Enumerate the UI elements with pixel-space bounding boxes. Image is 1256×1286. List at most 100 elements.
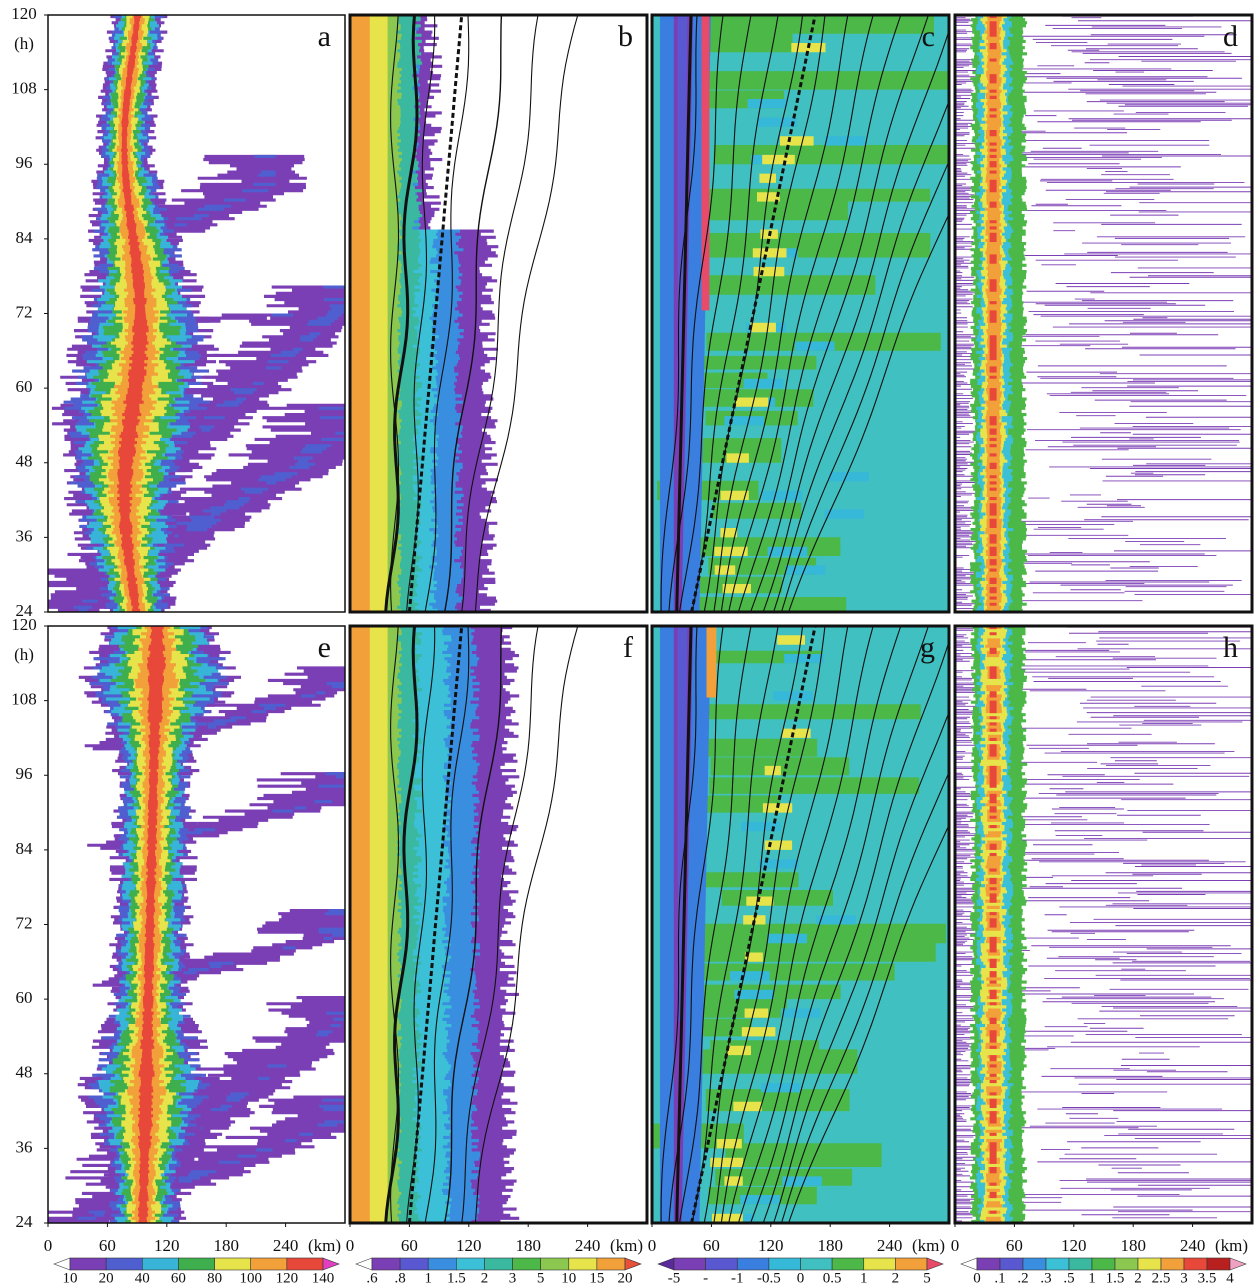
colorbar-segment [597, 1258, 625, 1270]
colorbar-segment [864, 1258, 896, 1270]
colorbar-label: 60 [171, 1270, 186, 1286]
colorbar-label: 2 [892, 1270, 900, 1286]
colorbar-label: 2 [1134, 1270, 1142, 1286]
x-axis-label: (km) [610, 1236, 643, 1255]
colorbar-label: 3 [509, 1270, 517, 1286]
panel-label: a [318, 20, 331, 53]
x-tick-label: 60 [99, 1236, 116, 1255]
colorbar-label: -1 [731, 1270, 744, 1286]
colorbar-segment [1207, 1258, 1230, 1270]
x-tick-label: 60 [703, 1236, 720, 1255]
panel-label: e [318, 631, 331, 664]
colorbar-label: 2 [481, 1270, 489, 1286]
y-axis-label: (h) [14, 34, 34, 53]
y-tick-label: 120 [11, 615, 37, 634]
colorbar-segment [832, 1258, 864, 1270]
field-shading [350, 626, 370, 1223]
x-tick-label: 0 [951, 1236, 960, 1255]
x-axis-label: (km) [912, 1236, 945, 1255]
colorbar-segment [769, 1258, 801, 1270]
x-tick-label: 240 [273, 1236, 299, 1255]
x-tick-label: 60 [1006, 1236, 1023, 1255]
field [33, 626, 380, 1223]
x-tick-label: 240 [877, 1236, 903, 1255]
y-tick-label: 120 [11, 4, 37, 23]
x-tick-label: 120 [456, 1236, 482, 1255]
panel-label: d [1223, 20, 1238, 53]
colorbar-segment [54, 1258, 70, 1270]
x-tick-label: 0 [44, 1236, 53, 1255]
colorbar-segment [1230, 1258, 1246, 1270]
colorbar-label: 1 [860, 1270, 868, 1286]
x-tick-label: 60 [401, 1236, 418, 1255]
x-tick-label: 180 [515, 1236, 541, 1255]
colorbar-segment [251, 1258, 287, 1270]
colorbar-segment [456, 1258, 484, 1270]
field-shading [702, 15, 710, 310]
panel-label: f [623, 631, 633, 664]
colorbar-segment [142, 1258, 178, 1270]
colorbar-segment [706, 1258, 738, 1270]
colorbar-segment [428, 1258, 456, 1270]
colorbar-label: 1 [424, 1270, 432, 1286]
colorbar-segment [323, 1258, 339, 1270]
x-axis-label: (km) [1215, 1236, 1248, 1255]
panel-label: b [618, 20, 633, 53]
x-tick-label: 0 [346, 1236, 355, 1255]
colorbar-segment [1023, 1258, 1046, 1270]
page-body: a24364860728496108120(h)bcde243648607284… [0, 0, 1256, 1286]
colorbar-segment [1138, 1258, 1161, 1270]
colorbar-label: 1.5 [447, 1270, 466, 1286]
y-tick-label: 60 [16, 377, 33, 396]
x-tick-label: 240 [575, 1236, 601, 1255]
colorbar-segment [1092, 1258, 1115, 1270]
field [350, 626, 578, 1223]
field-shading [350, 15, 370, 612]
colorbar-segment [977, 1258, 1000, 1270]
field [652, 15, 1024, 612]
colorbar-label: 1 [1088, 1270, 1096, 1286]
y-tick-label: 60 [16, 988, 33, 1007]
field-shading [707, 626, 717, 698]
colorbar-segment [178, 1258, 214, 1270]
colorbar-label: .5 [1063, 1270, 1074, 1286]
y-tick-label: 84 [16, 839, 34, 858]
colorbar-segment [1046, 1258, 1069, 1270]
x-tick-label: 120 [154, 1236, 180, 1255]
y-tick-label: 84 [16, 228, 34, 247]
colorbar-label: 4 [1226, 1270, 1234, 1286]
x-tick-label: 120 [758, 1236, 784, 1255]
colorbar-segment [569, 1258, 597, 1270]
colorbar-segment [625, 1258, 641, 1270]
panel-label: c [922, 20, 935, 53]
x-tick-label: 240 [1180, 1236, 1206, 1255]
colorbar-label: 40 [135, 1270, 150, 1286]
colorbar-segment [215, 1258, 251, 1270]
y-tick-label: 108 [11, 690, 37, 709]
figure: a24364860728496108120(h)bcde243648607284… [0, 0, 1256, 1286]
colorbar-label: 15 [589, 1270, 604, 1286]
y-axis-label: (h) [14, 645, 34, 664]
colorbar-segment [737, 1258, 769, 1270]
colorbar-label: 80 [207, 1270, 222, 1286]
y-tick-label: 72 [16, 913, 33, 932]
x-tick-label: 120 [1061, 1236, 1087, 1255]
x-tick-label: 180 [817, 1236, 843, 1255]
colorbar-segment [484, 1258, 512, 1270]
colorbar-label: 2.5 [1152, 1270, 1171, 1286]
colorbar-segment [658, 1258, 674, 1270]
y-tick-label: 108 [11, 79, 37, 98]
field [955, 626, 1256, 1223]
colorbar-label: 10 [561, 1270, 576, 1286]
x-tick-label: 180 [1120, 1236, 1146, 1255]
colorbar-label: 5 [537, 1270, 545, 1286]
colorbar-label: 140 [312, 1270, 335, 1286]
colorbar-segment [895, 1258, 927, 1270]
colorbar-label: .6 [366, 1270, 378, 1286]
colorbar-segment [356, 1258, 372, 1270]
y-tick-label: 48 [16, 452, 33, 471]
y-tick-label: 96 [16, 764, 33, 783]
colorbar-segment [541, 1258, 569, 1270]
colorbar-segment [1069, 1258, 1092, 1270]
field [955, 15, 1256, 612]
